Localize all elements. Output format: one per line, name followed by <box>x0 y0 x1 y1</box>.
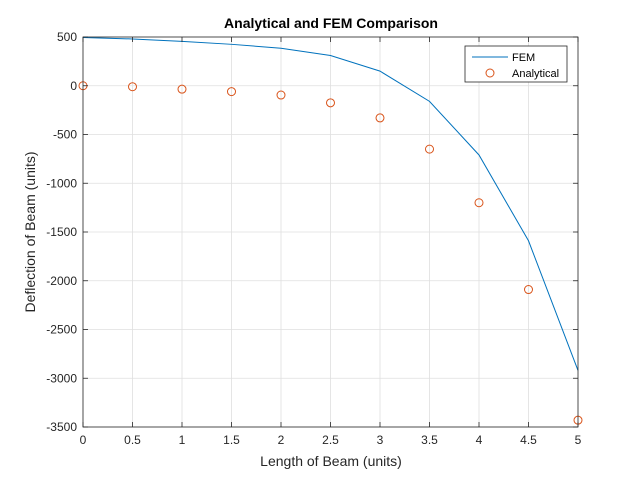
x-tick-label: 5 <box>575 433 582 447</box>
x-tick-label: 3 <box>377 433 384 447</box>
y-tick-label: 0 <box>70 79 77 93</box>
analytical-point <box>128 82 137 92</box>
chart-title: Analytical and FEM Comparison <box>224 15 438 31</box>
legend-analytical-swatch <box>485 68 495 78</box>
y-tick-label: -2000 <box>46 274 77 288</box>
ticks <box>82 36 579 428</box>
analytical-point <box>425 144 434 154</box>
data-layer <box>78 36 583 425</box>
x-tick-label: 4.5 <box>520 433 537 447</box>
y-tick-labels: 500 0 -500 -1000 -1500 -2000 -2500 -3000 -3500 <box>46 30 77 434</box>
analytical-point <box>474 198 484 208</box>
y-tick-label: -3000 <box>46 371 77 385</box>
x-tick-label: 2.5 <box>322 433 339 447</box>
analytical-point <box>326 98 335 108</box>
y-tick-label: -1500 <box>46 225 77 239</box>
x-axis-label: Length of Beam (units) <box>260 453 402 469</box>
fem-series-line <box>82 36 579 371</box>
y-tick-label: -3500 <box>46 420 77 434</box>
y-axis-label: Deflection of Beam (units) <box>22 151 38 312</box>
x-tick-label: 2 <box>278 433 285 447</box>
analytical-point <box>375 113 385 123</box>
x-tick-label: 1.5 <box>223 433 240 447</box>
x-tick-label: 0 <box>80 433 87 447</box>
y-tick-label: -1000 <box>46 176 77 190</box>
analytical-point <box>276 90 286 100</box>
analytical-point <box>227 87 236 97</box>
legend-fem-label: FEM <box>512 52 535 64</box>
x-tick-labels: 0 0.5 1 1.5 2 2.5 3 3.5 4 4.5 5 <box>80 433 582 447</box>
analytical-point <box>524 285 533 295</box>
y-tick-label: -500 <box>53 128 77 142</box>
y-tick-label: 500 <box>57 30 77 44</box>
legend-box <box>464 45 568 83</box>
x-tick-label: 1 <box>179 433 186 447</box>
y-tick-label: -2500 <box>46 323 77 337</box>
x-tick-label: 4 <box>476 433 483 447</box>
analytical-point <box>177 84 187 94</box>
x-tick-label: 3.5 <box>421 433 438 447</box>
legend: FEM Analytical <box>464 45 568 83</box>
legend-analytical-label: Analytical <box>512 68 559 80</box>
x-tick-label: 0.5 <box>124 433 141 447</box>
